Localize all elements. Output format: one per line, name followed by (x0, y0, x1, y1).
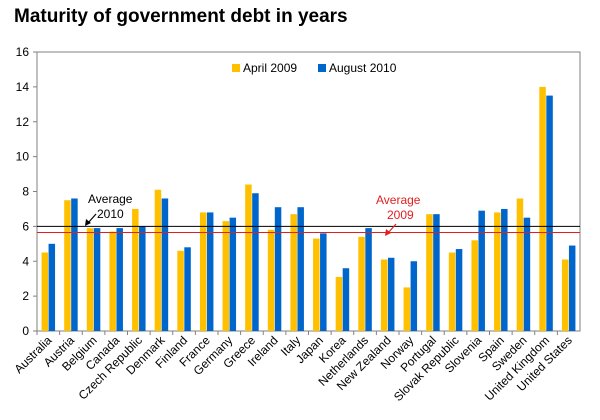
y-tick-label-2: 4 (22, 254, 29, 268)
bar-august-2010-14 (365, 228, 372, 331)
bar-august-2010-1 (71, 198, 78, 331)
bar-april-2009-11 (290, 214, 297, 331)
y-tick-label-6: 12 (16, 115, 30, 129)
bar-april-2009-21 (516, 198, 524, 331)
bar-april-2009-8 (222, 221, 230, 331)
bar-august-2010-8 (229, 217, 237, 331)
y-tick-label-5: 10 (16, 150, 30, 164)
bar-april-2009-20 (494, 212, 501, 331)
bar-april-2009-2 (86, 228, 94, 331)
bar-august-2010-13 (342, 268, 350, 331)
bar-august-2010-10 (274, 207, 282, 331)
bar-august-2010-11 (297, 207, 304, 331)
bar-april-2009-15 (380, 259, 388, 331)
bar-april-2009-3 (109, 231, 116, 331)
bar-august-2010-12 (320, 233, 327, 331)
legend-label-1: August 2010 (329, 61, 397, 75)
y-tick-label-0: 0 (22, 324, 29, 338)
bar-august-2010-15 (387, 257, 395, 331)
bar-april-2009-22 (539, 86, 546, 331)
bar-april-2009-6 (177, 250, 184, 331)
annotation-arrow-2010 (87, 213, 97, 224)
bar-april-2009-17 (426, 214, 433, 331)
annotation-average-2010-line1: Average (88, 192, 133, 206)
bar-april-2009-13 (335, 276, 343, 331)
legend-swatch-0 (232, 64, 240, 72)
bar-april-2009-1 (64, 200, 71, 331)
annotation-arrowhead-2010 (85, 219, 91, 226)
bar-april-2009-9 (245, 184, 252, 331)
legend-swatch-1 (318, 64, 326, 72)
bar-april-2009-18 (448, 252, 456, 331)
y-tick-label-3: 6 (22, 219, 29, 233)
bar-august-2010-2 (93, 228, 101, 331)
bar-april-2009-14 (358, 236, 365, 331)
bar-august-2010-3 (116, 228, 123, 331)
bar-august-2010-17 (433, 214, 440, 331)
bar-august-2010-20 (501, 208, 508, 331)
bar-april-2009-7 (199, 212, 207, 331)
y-tick-label-7: 14 (16, 80, 30, 94)
bar-august-2010-19 (478, 210, 485, 331)
annotation-arrow-2009 (387, 223, 397, 234)
bar-april-2009-5 (154, 189, 162, 331)
bar-august-2010-6 (184, 247, 191, 331)
bar-august-2010-21 (523, 217, 531, 331)
bar-august-2010-22 (546, 95, 553, 331)
y-tick-label-8: 16 (16, 45, 30, 59)
bar-august-2010-7 (206, 212, 214, 331)
annotation-average-2009-line1: Average (376, 193, 421, 207)
bar-april-2009-23 (561, 259, 569, 331)
bar-august-2010-4 (139, 226, 146, 331)
chart-title: Maturity of government debt in years (14, 6, 348, 27)
annotation-average-2010-line2: 2010 (97, 207, 124, 221)
legend-label-0: April 2009 (243, 61, 297, 75)
bar-august-2010-0 (48, 243, 56, 331)
bar-april-2009-19 (471, 240, 478, 331)
y-tick-label-1: 2 (22, 289, 29, 303)
bar-april-2009-16 (403, 287, 411, 331)
annotation-average-2009-line2: 2009 (387, 208, 414, 222)
bar-august-2010-5 (161, 198, 169, 331)
y-tick-label-4: 8 (22, 185, 29, 199)
bar-august-2010-9 (252, 193, 259, 331)
bar-april-2009-4 (132, 208, 139, 331)
bar-april-2009-10 (267, 229, 275, 331)
annotation-arrowhead-2009 (385, 229, 391, 236)
bar-august-2010-16 (410, 261, 418, 331)
bar-august-2010-18 (455, 249, 463, 331)
bar-april-2009-12 (313, 238, 320, 331)
bar-august-2010-23 (568, 245, 576, 331)
bar-april-2009-0 (41, 252, 49, 331)
